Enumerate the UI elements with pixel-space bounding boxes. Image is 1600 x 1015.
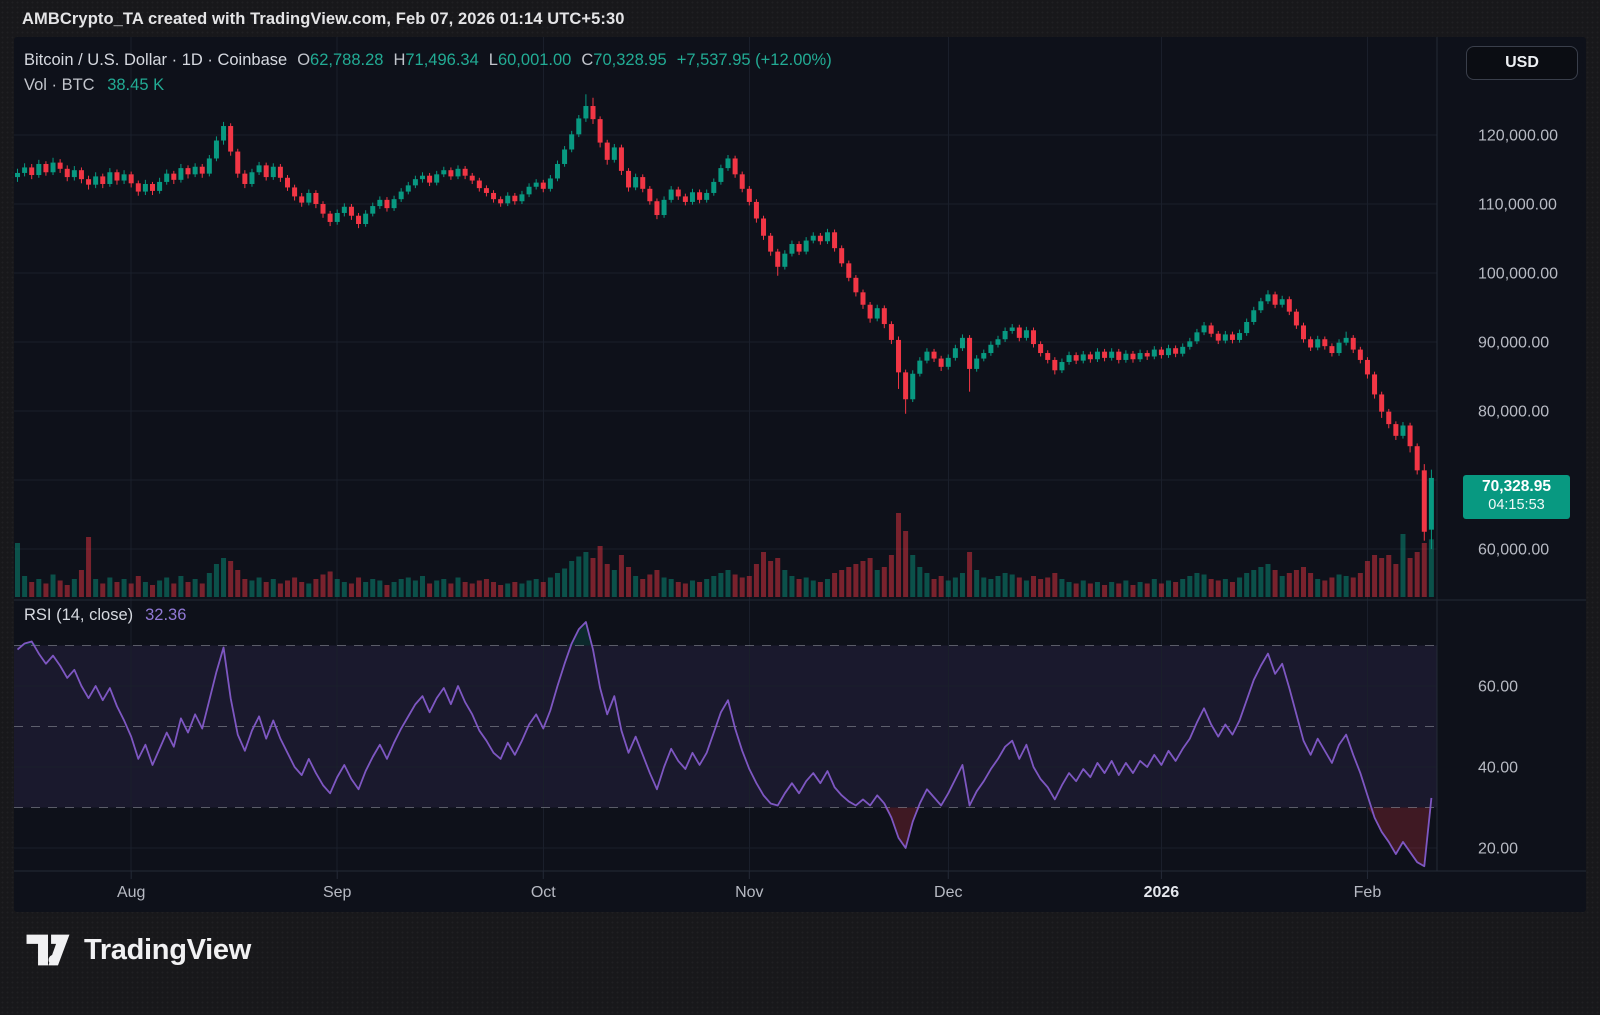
last-price-value: 70,328.95 xyxy=(1482,478,1551,495)
rsi-line xyxy=(16,621,1433,868)
tradingview-brand-text: TradingView xyxy=(84,933,251,966)
volume-legend[interactable]: Vol · BTC 38.45 K xyxy=(24,76,164,95)
price-axis-label: 80,000.00 xyxy=(1478,404,1549,421)
open-label: O xyxy=(297,51,311,69)
attribution-bar: AMBCrypto_TA created with TradingView.co… xyxy=(22,10,625,29)
tradingview-logo-icon xyxy=(26,934,70,966)
price-axis-label: 120,000.00 xyxy=(1478,128,1558,145)
rsi-band xyxy=(14,645,1437,808)
symbol-title: Bitcoin / U.S. Dollar · 1D · Coinbase xyxy=(24,51,288,69)
symbol-legend[interactable]: Bitcoin / U.S. Dollar · 1D · Coinbase O62… xyxy=(24,51,832,70)
rsi-axis-label: 20.00 xyxy=(1478,841,1518,858)
chart-widget: 120,000.00 110,000.00 100,000.00 90,000.00 8… xyxy=(14,37,1586,912)
low-label: L xyxy=(488,51,498,69)
price-axis-label: 60,000.00 xyxy=(1478,542,1549,559)
tradingview-attribution[interactable]: TradingView xyxy=(25,929,251,971)
time-axis-label: Feb xyxy=(1354,884,1382,901)
time-axis-label: Sep xyxy=(323,884,352,901)
currency-toggle-label: USD xyxy=(1505,54,1539,71)
rsi-oversold-fill xyxy=(17,807,1432,867)
attribution-text: AMBCrypto_TA created with TradingView.co… xyxy=(22,10,625,28)
volume-label: Vol · BTC xyxy=(24,76,95,94)
open-value: 62,788.28 xyxy=(310,51,384,69)
pane-separators xyxy=(14,37,1586,872)
bar-countdown: 04:15:53 xyxy=(1488,496,1545,513)
rsi-overbought-fill xyxy=(17,622,1432,646)
chart-canvas[interactable]: 120,000.00 110,000.00 100,000.00 90,000.00 8… xyxy=(14,37,1586,912)
rsi-axis-label: 60.00 xyxy=(1478,679,1518,696)
volume-bars xyxy=(15,513,1434,597)
time-axis-label: Oct xyxy=(531,884,556,901)
currency-toggle-button[interactable]: USD xyxy=(1466,46,1578,80)
rsi-value: 32.36 xyxy=(145,606,187,624)
chart-root: 120,000.00 110,000.00 100,000.00 90,000.00 8… xyxy=(14,37,1586,901)
time-axis-label: Aug xyxy=(117,884,145,901)
price-axis-label: 90,000.00 xyxy=(1478,335,1549,352)
high-label: H xyxy=(393,51,406,69)
volume-value: 38.45 K xyxy=(107,76,165,94)
candlesticks xyxy=(15,94,1434,549)
price-axis-label: 110,000.00 xyxy=(1478,197,1557,214)
time-axis-label: Dec xyxy=(934,884,962,901)
gridlines xyxy=(14,37,1437,871)
low-value: 60,001.00 xyxy=(497,51,572,69)
close-label: C xyxy=(581,51,594,69)
time-axis-label: 2026 xyxy=(1144,884,1180,901)
change-value: +7,537.95 (+12.00%) xyxy=(676,51,832,69)
high-value: 71,496.34 xyxy=(405,51,479,69)
rsi-axis-label: 40.00 xyxy=(1478,760,1518,777)
close-value: 70,328.95 xyxy=(593,51,667,69)
price-axis-label: 100,000.00 xyxy=(1478,266,1558,283)
time-axis-label: Nov xyxy=(735,884,763,901)
last-price-badge: 70,328.95 04:15:53 xyxy=(1463,475,1570,519)
rsi-label: RSI (14, close) xyxy=(24,606,134,624)
rsi-legend[interactable]: RSI (14, close) 32.36 xyxy=(24,606,186,625)
